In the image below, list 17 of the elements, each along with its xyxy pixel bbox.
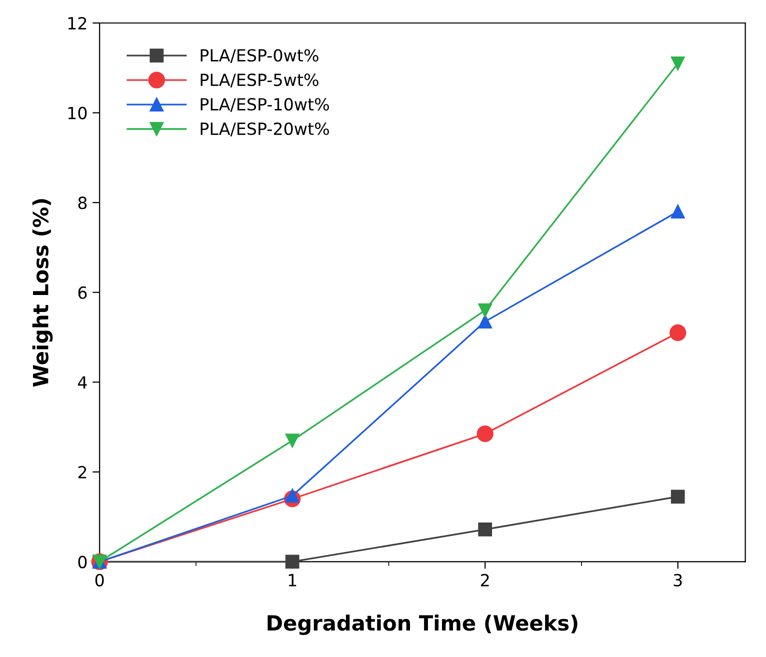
x-tick-label: 0 — [95, 574, 104, 586]
legend-label: PLA/ESP-5wt% — [200, 74, 318, 88]
legend-label: PLA/ESP-10wt% — [200, 98, 329, 112]
legend-label: PLA/ESP-20wt% — [200, 122, 329, 136]
legend-label: PLA/ESP-0wt% — [200, 49, 318, 63]
y-tick-label: 4 — [78, 376, 87, 388]
x-tick-label: 2 — [481, 574, 489, 586]
x-tick-label: 1 — [288, 574, 296, 586]
x-axis-title: Degradation Time (Weeks) — [268, 614, 578, 635]
y-tick-label: 6 — [78, 286, 87, 299]
y-tick-label: 8 — [78, 196, 87, 210]
y-tick-label: 2 — [78, 466, 86, 478]
y-axis-title: Weight Loss (%) — [32, 199, 53, 387]
y-tick-label: 0 — [78, 556, 87, 568]
y-tick-label: 12 — [68, 16, 86, 30]
y-tick-label: 10 — [68, 106, 87, 120]
x-tick-label: 3 — [674, 574, 682, 586]
